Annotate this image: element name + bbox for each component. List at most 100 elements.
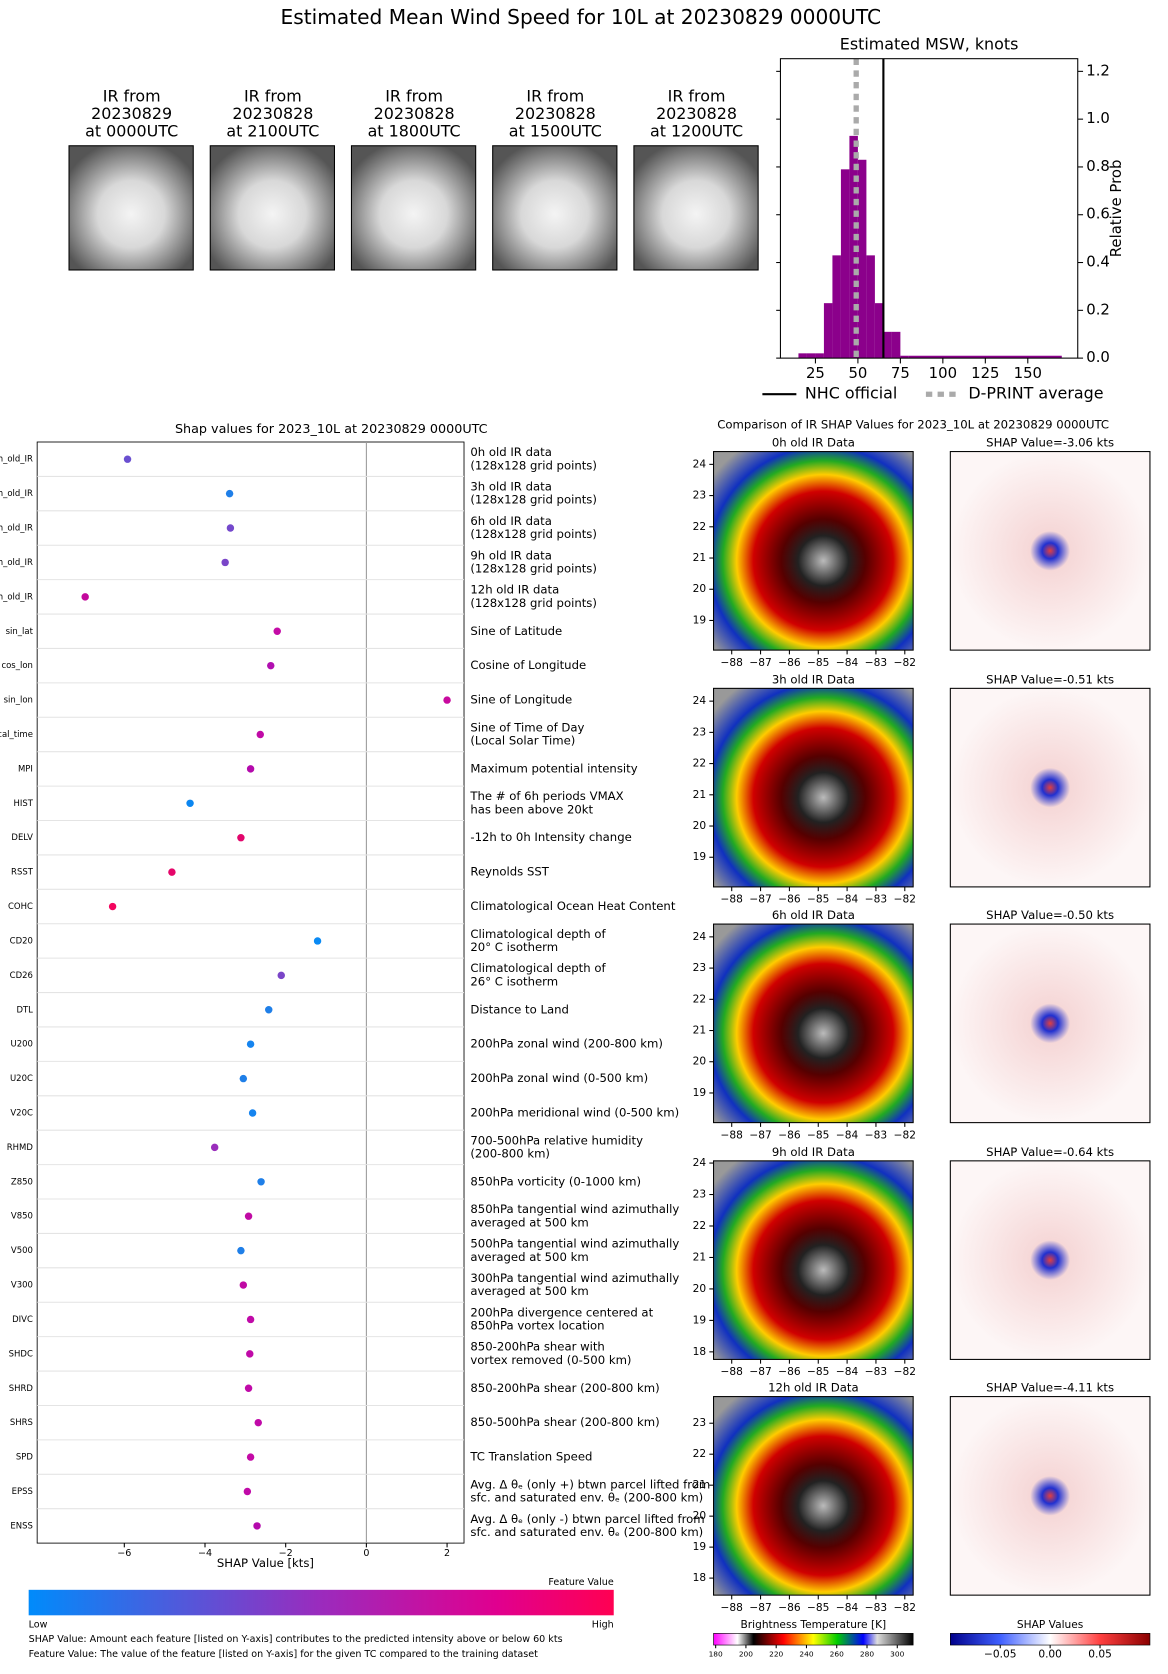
shap-map bbox=[949, 451, 1151, 651]
feature-description: 9h old IR data bbox=[470, 548, 551, 562]
hist-bar bbox=[866, 255, 875, 359]
shap-dot bbox=[221, 558, 229, 567]
y-tick-label: 21 bbox=[693, 1024, 707, 1037]
colorbar-high: High bbox=[592, 1619, 614, 1630]
feature-description: 3h old IR data bbox=[470, 479, 551, 493]
footer-note: SHAP Value: Amount each feature [listed … bbox=[29, 1634, 563, 1645]
thumbnail-title: at 2100UTC bbox=[226, 121, 319, 140]
x-tick-label: −87 bbox=[749, 893, 771, 906]
colorbar-title: Feature Value bbox=[548, 1577, 613, 1588]
shap-dot bbox=[313, 937, 322, 945]
map-title: 3h old IR Data bbox=[772, 672, 855, 686]
x-tick-label: 75 bbox=[891, 364, 910, 382]
shap-dot bbox=[246, 1040, 255, 1048]
thumbnail-title: IR from bbox=[526, 86, 584, 105]
x-tick-label: −82 bbox=[894, 893, 916, 906]
x-tick-label: −84 bbox=[836, 1601, 859, 1614]
y-tick-label: 23 bbox=[693, 961, 707, 974]
shap-dot bbox=[267, 661, 275, 670]
shap-map bbox=[949, 1396, 1151, 1596]
x-tick-label: −86 bbox=[778, 1128, 801, 1141]
colorbar-tick-label: 200 bbox=[739, 1650, 753, 1659]
feature-description: The # of 6h periods VMAX bbox=[469, 789, 623, 803]
feature-description: 200hPa zonal wind (0-500 km) bbox=[470, 1071, 648, 1085]
y-tick-label: HIST bbox=[13, 799, 33, 809]
thumbnail-title: 20230828 bbox=[232, 104, 313, 123]
legend-label: D-PRINT average bbox=[968, 384, 1103, 403]
y-tick-label: DELV bbox=[11, 833, 33, 843]
thumbnail-title: at 0000UTC bbox=[85, 121, 178, 140]
x-tick-label: −82 bbox=[894, 656, 916, 669]
x-tick-label: −87 bbox=[749, 656, 771, 669]
colorbar-tick-label: 300 bbox=[890, 1650, 904, 1659]
x-tick-label: −82 bbox=[894, 1128, 916, 1141]
y-tick-label: SHRD bbox=[9, 1384, 34, 1394]
shap-dot bbox=[277, 971, 285, 980]
x-tick-label: −84 bbox=[836, 1365, 859, 1378]
y-tick-label: 20 bbox=[693, 819, 707, 832]
ir-image bbox=[492, 145, 618, 271]
x-tick-label: −82 bbox=[894, 1365, 916, 1378]
y-tick-label: 3h_old_IR bbox=[0, 489, 33, 499]
feature-description: 6h old IR data bbox=[470, 514, 551, 528]
colorbar-tick-label: 220 bbox=[769, 1650, 783, 1659]
y-tick-label: MPI bbox=[18, 764, 33, 774]
colorbar-tick-label: −0.05 bbox=[984, 1648, 1017, 1661]
x-tick-label: −87 bbox=[749, 1601, 771, 1614]
colorbar-title: Brightness Temperature [K] bbox=[741, 1618, 887, 1631]
x-tick-label: −85 bbox=[807, 893, 829, 906]
y-tick-label: 1.0 bbox=[1086, 109, 1110, 127]
x-tick-label: −87 bbox=[749, 1128, 771, 1141]
map-title: SHAP Value=-3.06 kts bbox=[986, 436, 1114, 450]
y-tick-label: CD26 bbox=[10, 971, 33, 981]
footer-note: Feature Value: The value of the feature … bbox=[29, 1649, 538, 1660]
shap-dot bbox=[273, 627, 281, 635]
shap-dot bbox=[246, 1453, 255, 1461]
hist-bar bbox=[815, 353, 824, 359]
hist-bar bbox=[806, 353, 816, 359]
y-tick-label: V20C bbox=[10, 1108, 33, 1118]
ir-image bbox=[209, 145, 336, 271]
x-tick-label: 100 bbox=[929, 364, 957, 382]
feature-description: averaged at 500 km bbox=[470, 1215, 588, 1229]
shap-dot bbox=[123, 455, 132, 463]
y-tick-label: 20 bbox=[693, 1509, 707, 1522]
feature-description: 12h old IR data bbox=[470, 583, 559, 597]
x-tick-label: 2 bbox=[444, 1548, 450, 1559]
y-tick-label: sin_lat bbox=[6, 627, 34, 637]
map-title: SHAP Value=-0.51 kts bbox=[986, 672, 1114, 686]
thumbnail-title: 20230829 bbox=[91, 104, 172, 123]
ir-map bbox=[713, 1160, 914, 1360]
thumbnail-title: IR from bbox=[668, 86, 726, 105]
colorbar-tick-label: 0.05 bbox=[1088, 1648, 1112, 1661]
map-title: 12h old IR Data bbox=[768, 1381, 858, 1395]
colorbar-tick-label: 180 bbox=[709, 1650, 723, 1659]
map-title: SHAP Value=-0.50 kts bbox=[986, 908, 1114, 922]
y-tick-label: 9h_old_IR bbox=[0, 558, 33, 568]
hist-bar bbox=[798, 353, 807, 359]
x-tick-label: 50 bbox=[848, 364, 867, 382]
y-tick-label: RSST bbox=[11, 868, 34, 878]
feature-description: 850hPa vorticity (0-1000 km) bbox=[470, 1174, 641, 1188]
x-tick-label: −83 bbox=[865, 1128, 887, 1141]
feature-description: vortex removed (0-500 km) bbox=[470, 1353, 631, 1367]
thumbnail-title: IR from bbox=[385, 86, 443, 105]
feature-description: 700-500hPa relative humidity bbox=[470, 1133, 643, 1147]
x-tick-label: 150 bbox=[1014, 364, 1042, 382]
y-tick-label: 22 bbox=[693, 757, 707, 770]
x-tick-label: −2 bbox=[279, 1548, 293, 1559]
feature-description: Cosine of Longitude bbox=[470, 658, 586, 672]
x-tick-label: −83 bbox=[865, 893, 887, 906]
colorbar-low: Low bbox=[29, 1619, 48, 1630]
y-tick-label: EPSS bbox=[12, 1487, 33, 1497]
x-tick-label: −83 bbox=[865, 1365, 887, 1378]
colorbar-tick-label: 0.00 bbox=[1038, 1648, 1062, 1661]
shap-dot bbox=[168, 868, 176, 876]
x-tick-label: −86 bbox=[778, 893, 801, 906]
y-tick-label: 19 bbox=[693, 1313, 707, 1326]
feature-description: averaged at 500 km bbox=[470, 1250, 588, 1264]
y-tick-label: 24 bbox=[693, 930, 707, 943]
map-title: SHAP Value=-0.64 kts bbox=[986, 1145, 1114, 1159]
thumbnail-title: 20230828 bbox=[515, 104, 596, 123]
